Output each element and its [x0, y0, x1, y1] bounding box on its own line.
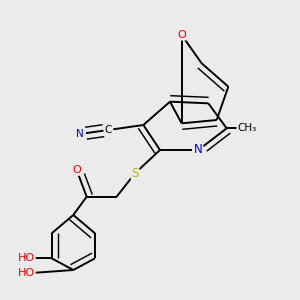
Text: C: C	[105, 125, 112, 135]
Text: N: N	[194, 143, 203, 157]
Text: HO: HO	[18, 268, 35, 278]
Text: N: N	[76, 129, 84, 139]
Text: S: S	[131, 167, 139, 180]
Text: HO: HO	[18, 253, 35, 263]
Text: O: O	[72, 165, 81, 175]
Text: O: O	[177, 30, 186, 40]
Text: CH₃: CH₃	[237, 123, 256, 133]
